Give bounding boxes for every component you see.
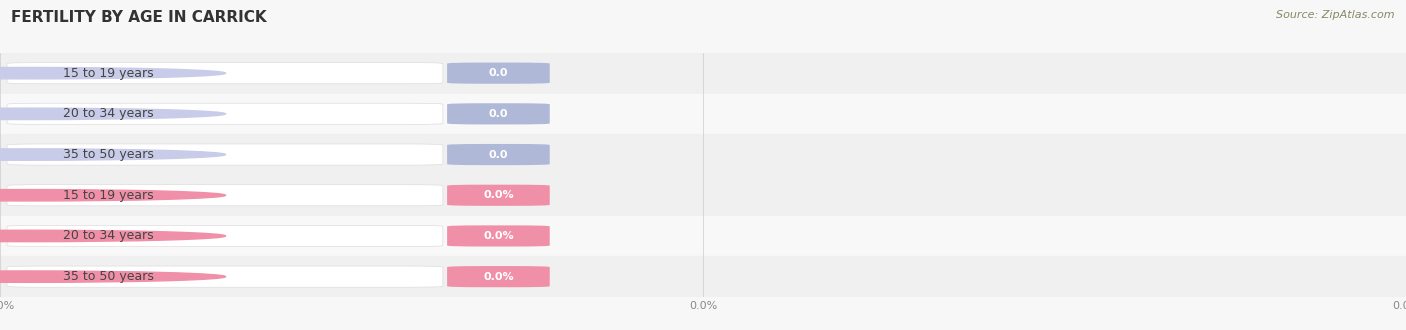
Text: 0.0: 0.0: [489, 149, 508, 159]
FancyBboxPatch shape: [447, 63, 550, 84]
FancyBboxPatch shape: [447, 266, 550, 287]
Bar: [0, 215, 1406, 256]
FancyBboxPatch shape: [7, 185, 443, 206]
Text: 15 to 19 years: 15 to 19 years: [63, 189, 153, 202]
Text: Source: ZipAtlas.com: Source: ZipAtlas.com: [1277, 10, 1395, 20]
Text: 35 to 50 years: 35 to 50 years: [63, 148, 155, 161]
FancyBboxPatch shape: [7, 144, 443, 165]
Circle shape: [0, 67, 225, 79]
Text: 0.0%: 0.0%: [484, 272, 513, 281]
Circle shape: [0, 230, 225, 242]
Circle shape: [0, 149, 225, 160]
Circle shape: [0, 108, 225, 119]
Text: 0.0%: 0.0%: [484, 190, 513, 200]
Text: 0.0: 0.0: [489, 68, 508, 78]
Text: FERTILITY BY AGE IN CARRICK: FERTILITY BY AGE IN CARRICK: [11, 10, 267, 25]
Bar: [0, 53, 1406, 93]
Text: 15 to 19 years: 15 to 19 years: [63, 67, 153, 80]
Text: 20 to 34 years: 20 to 34 years: [63, 107, 153, 120]
Text: 0.0%: 0.0%: [484, 231, 513, 241]
Circle shape: [0, 189, 225, 201]
Bar: [0, 93, 1406, 134]
FancyBboxPatch shape: [7, 63, 443, 84]
Text: 35 to 50 years: 35 to 50 years: [63, 270, 155, 283]
Text: 0.0: 0.0: [489, 109, 508, 119]
FancyBboxPatch shape: [447, 185, 550, 206]
Text: 20 to 34 years: 20 to 34 years: [63, 229, 153, 243]
FancyBboxPatch shape: [7, 225, 443, 247]
FancyBboxPatch shape: [7, 266, 443, 287]
Bar: [0, 256, 1406, 297]
Bar: [0, 175, 1406, 215]
FancyBboxPatch shape: [447, 144, 550, 165]
FancyBboxPatch shape: [447, 225, 550, 247]
FancyBboxPatch shape: [447, 103, 550, 124]
Circle shape: [0, 271, 225, 282]
Bar: [0, 134, 1406, 175]
FancyBboxPatch shape: [7, 103, 443, 124]
